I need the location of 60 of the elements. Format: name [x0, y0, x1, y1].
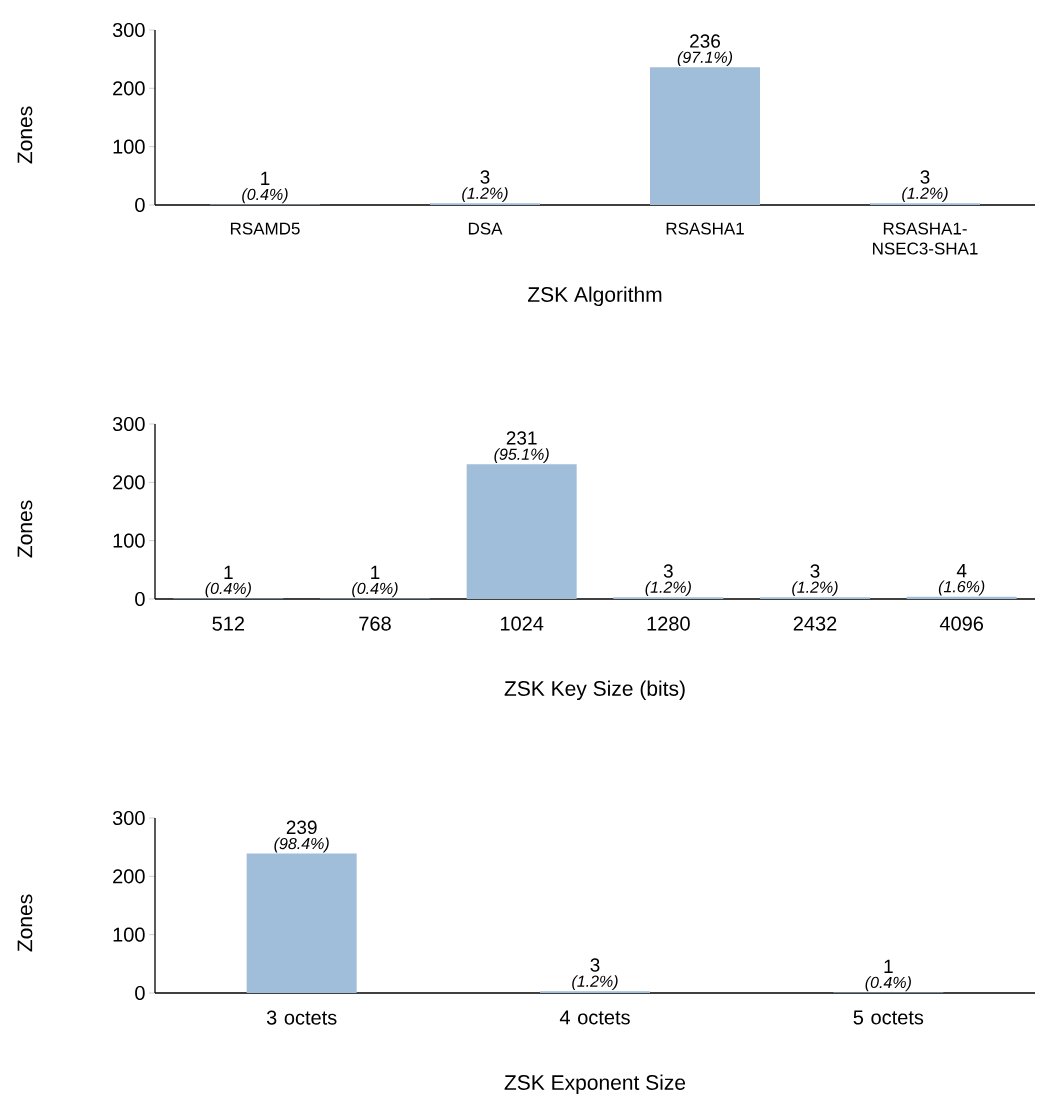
y-tick-label: 200 [113, 869, 145, 884]
data-label: 231 [506, 431, 537, 445]
annotation: (97.1%) [677, 51, 733, 67]
annotation: (1.6%) [938, 580, 985, 596]
x-axis-title: ZSK Key Size (bits) [504, 680, 685, 701]
data-label: 3 [663, 564, 673, 578]
annotation: (0.4%) [352, 582, 398, 598]
x-tick-label: 768 [359, 616, 391, 631]
y-tick-label: 0 [135, 197, 145, 213]
y-axis-title: Zones [17, 894, 33, 952]
data-label: 239 [286, 820, 317, 835]
annotation: (0.4%) [205, 582, 251, 598]
bar [466, 464, 577, 599]
annotation: (1.2%) [462, 187, 508, 203]
annotation: (0.4%) [865, 976, 911, 992]
data-label: 1 [224, 565, 233, 579]
x-tick-label: 5 octets [853, 1010, 924, 1025]
data-label: 3 [480, 170, 490, 184]
y-tick-label: 0 [135, 985, 145, 1001]
x-tick-label: RSASHA1 [666, 222, 744, 235]
bar [650, 67, 760, 205]
annotation: (98.4%) [274, 837, 329, 853]
x-tick-label: DSA [468, 222, 503, 235]
x-axis-title: ZSK Exponent Size [504, 1074, 686, 1095]
x-tick-label: 3 octets [266, 1010, 337, 1025]
x-axis-title: ZSK Algorithm [527, 286, 662, 307]
data-label: 1 [371, 565, 380, 579]
data-label: 3 [810, 564, 820, 578]
annotation: (1.2%) [645, 581, 691, 597]
y-tick-label: 100 [113, 533, 145, 548]
annotation: (1.2%) [792, 581, 838, 597]
data-label: 1 [261, 171, 270, 185]
x-tick-label: 1024 [500, 616, 544, 631]
y-tick-label: 100 [113, 927, 145, 942]
data-label: 236 [690, 34, 721, 48]
data-label: 1 [884, 959, 893, 973]
y-tick-label: 200 [113, 475, 145, 490]
y-tick-label: 100 [113, 139, 145, 154]
y-tick-label: 0 [135, 591, 145, 607]
annotation: (0.4%) [242, 188, 288, 204]
y-tick-label: 300 [112, 22, 145, 38]
x-tick-label: 512 [212, 616, 245, 631]
y-tick-label: 300 [112, 416, 145, 432]
annotation: (1.2%) [902, 187, 948, 203]
x-tick-label: 2432 [793, 616, 837, 631]
y-axis-title: Zones [17, 500, 33, 558]
y-tick-label: 200 [113, 81, 145, 96]
x-tick-label: 4096 [939, 616, 984, 631]
data-label: 3 [590, 958, 600, 972]
y-tick-label: 300 [112, 810, 145, 826]
data-label: 3 [920, 170, 930, 184]
x-tick-label: RSASHA1-NSEC3-SHA1 [873, 222, 978, 255]
x-tick-label: 1280 [647, 616, 690, 631]
annotation: (95.1%) [494, 448, 549, 464]
y-axis-title: Zones [17, 106, 33, 164]
x-tick-label: 4 octets [559, 1010, 630, 1025]
data-label: 4 [956, 564, 967, 578]
bar [246, 853, 357, 993]
annotation: (1.2%) [572, 975, 618, 991]
x-tick-label: RSAMD5 [230, 222, 300, 235]
